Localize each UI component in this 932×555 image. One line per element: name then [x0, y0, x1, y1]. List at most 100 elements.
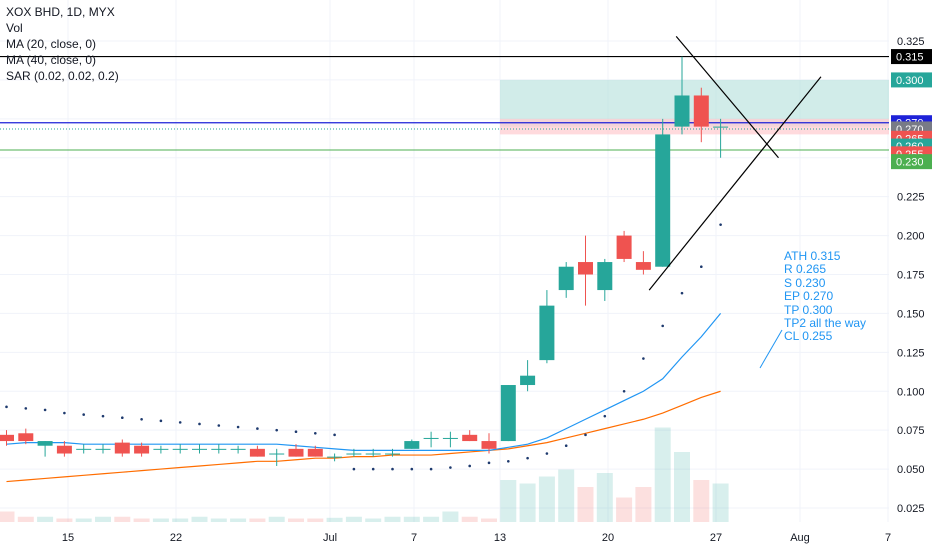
legend-volume[interactable]: Vol — [6, 21, 23, 35]
candle-body[interactable] — [404, 441, 420, 449]
sar-dot — [391, 467, 394, 471]
sar-dot — [140, 417, 143, 421]
sar-dot — [622, 389, 626, 393]
volume-bar — [712, 483, 729, 522]
sar-dot — [5, 405, 8, 409]
candle-body[interactable] — [500, 385, 516, 442]
sar-dot — [275, 428, 279, 432]
volume-bar — [461, 516, 478, 522]
candle-body[interactable] — [153, 448, 169, 450]
volume-bar — [288, 518, 304, 522]
price-tag[interactable] — [891, 154, 932, 170]
trade-plan-annotation[interactable]: ATH 0.315 R 0.265 S 0.230 EP 0.270 TP 0.… — [784, 249, 867, 344]
y-tick-label: 0.150 — [897, 308, 925, 320]
sar-dot — [371, 467, 375, 471]
candle-body[interactable] — [674, 95, 690, 127]
candle-body[interactable] — [95, 448, 111, 450]
candle-body[interactable] — [616, 235, 632, 259]
volume-bar — [17, 516, 34, 522]
candle-body[interactable] — [346, 453, 362, 455]
candle-body[interactable] — [172, 448, 188, 450]
sar-dot — [121, 416, 124, 420]
candle-body[interactable] — [539, 305, 555, 361]
candle-body[interactable] — [423, 437, 439, 439]
candle-body[interactable] — [269, 453, 285, 455]
candle-body[interactable] — [37, 441, 53, 446]
candle-body[interactable] — [211, 448, 227, 450]
candle-body[interactable] — [597, 262, 613, 291]
sar-dot — [63, 411, 66, 415]
x-tick-label: 7 — [885, 532, 891, 544]
candle-body[interactable] — [558, 266, 574, 291]
candle-body[interactable] — [481, 441, 497, 449]
candle-body[interactable] — [18, 433, 34, 442]
sar-dot — [24, 407, 28, 410]
sar-dot — [82, 413, 85, 416]
volume-bar — [403, 516, 420, 522]
trend-line[interactable] — [675, 35, 779, 159]
candle-body[interactable] — [442, 437, 458, 439]
volume-bar — [519, 483, 536, 522]
candle-body[interactable] — [385, 453, 400, 455]
legend-ma40[interactable]: MA (40, close, 0) — [6, 53, 97, 67]
candle-body[interactable] — [327, 456, 343, 458]
volume-bar — [230, 518, 247, 522]
volume-bar — [307, 518, 324, 522]
trend-line[interactable] — [648, 76, 822, 291]
x-tick-label: 20 — [602, 532, 614, 544]
x-tick-label: Jul — [323, 532, 337, 544]
volume-bar — [133, 518, 150, 522]
sar-dot — [545, 452, 549, 455]
y-tick-label: 0.075 — [897, 425, 925, 437]
sar-dot — [294, 430, 298, 434]
candle-body[interactable] — [288, 448, 304, 457]
candle-body[interactable] — [713, 126, 729, 128]
volume-bar — [249, 518, 266, 522]
annotation-connector — [759, 329, 783, 369]
sar-dot — [101, 414, 105, 418]
x-tick-label: Aug — [790, 532, 810, 544]
legend-ma20[interactable]: MA (20, close, 0) — [6, 37, 97, 51]
price-tag[interactable] — [891, 72, 932, 88]
candle-body[interactable] — [635, 262, 651, 270]
candle-body[interactable] — [114, 442, 130, 454]
candle-body[interactable] — [56, 445, 72, 454]
volume-bar — [481, 518, 497, 522]
annotation-line: EP 0.270 — [784, 289, 834, 304]
sar-dot — [410, 467, 414, 471]
candle-body[interactable] — [365, 453, 381, 455]
x-tick-label: 7 — [411, 532, 417, 544]
price-tag[interactable] — [891, 49, 932, 65]
volume-bar — [500, 480, 517, 522]
sar-dot — [468, 464, 472, 468]
candle-body[interactable] — [693, 95, 709, 127]
sar-dot — [429, 467, 433, 471]
candle-body[interactable] — [76, 448, 92, 450]
ma40-line — [6, 390, 721, 483]
candle-body[interactable] — [578, 262, 593, 275]
candle-body[interactable] — [134, 445, 150, 454]
sar-dot — [333, 433, 336, 437]
candle-body[interactable] — [307, 448, 323, 457]
sar-dot — [198, 422, 201, 426]
candle-body[interactable] — [230, 448, 246, 450]
volume-bar — [210, 518, 227, 522]
candle-body[interactable] — [520, 375, 536, 386]
sar-dot — [526, 456, 529, 460]
y-tick-label: 0.050 — [897, 464, 925, 476]
candle-body[interactable] — [249, 448, 265, 457]
legend-sar[interactable]: SAR (0.02, 0.02, 0.2) — [6, 69, 119, 83]
volume-bar — [172, 518, 189, 522]
candle-body[interactable] — [192, 448, 207, 450]
sar-dot — [661, 324, 664, 328]
legend-symbol[interactable]: XOX BHD, 1D, MYX — [6, 5, 115, 19]
volume-bar — [0, 511, 15, 522]
candle-body[interactable] — [655, 134, 671, 267]
candle-body[interactable] — [0, 434, 14, 442]
annotation-line: TP2 all the way — [784, 316, 867, 331]
volume-bar — [558, 469, 575, 522]
candle-body[interactable] — [462, 434, 478, 442]
sar-dot — [217, 424, 221, 427]
